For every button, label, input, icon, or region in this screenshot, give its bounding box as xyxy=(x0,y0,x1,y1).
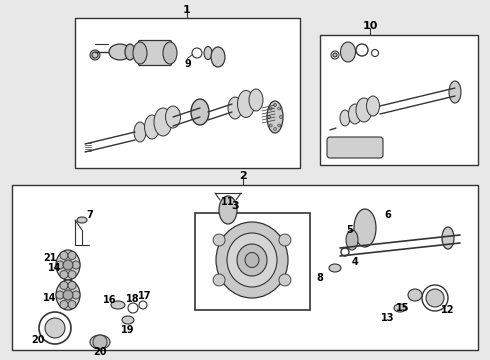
Text: 8: 8 xyxy=(317,273,323,283)
Text: 11: 11 xyxy=(221,197,235,207)
Ellipse shape xyxy=(354,209,376,247)
Text: 15: 15 xyxy=(396,303,410,313)
Text: 6: 6 xyxy=(385,210,392,220)
Circle shape xyxy=(72,261,80,269)
Ellipse shape xyxy=(163,42,177,64)
Circle shape xyxy=(68,270,76,279)
Ellipse shape xyxy=(426,289,444,307)
Ellipse shape xyxy=(204,46,212,59)
Ellipse shape xyxy=(249,89,263,111)
Circle shape xyxy=(56,291,64,299)
Circle shape xyxy=(279,116,283,118)
Ellipse shape xyxy=(329,264,341,272)
Circle shape xyxy=(90,50,100,60)
Text: 21: 21 xyxy=(43,253,57,263)
Ellipse shape xyxy=(166,106,180,128)
Text: 20: 20 xyxy=(93,347,107,357)
Text: 19: 19 xyxy=(121,325,135,335)
Circle shape xyxy=(273,127,276,130)
Ellipse shape xyxy=(367,96,379,116)
Ellipse shape xyxy=(216,222,288,298)
Ellipse shape xyxy=(237,244,267,276)
Ellipse shape xyxy=(111,301,125,309)
Text: 5: 5 xyxy=(346,225,353,235)
Text: 13: 13 xyxy=(381,313,395,323)
Ellipse shape xyxy=(56,280,80,310)
Ellipse shape xyxy=(340,110,350,126)
Circle shape xyxy=(56,261,64,269)
Ellipse shape xyxy=(154,108,172,136)
Ellipse shape xyxy=(356,98,372,122)
Ellipse shape xyxy=(133,42,147,64)
Ellipse shape xyxy=(267,101,283,133)
FancyBboxPatch shape xyxy=(139,40,172,66)
Text: 17: 17 xyxy=(138,291,152,301)
Text: 18: 18 xyxy=(126,294,140,304)
Bar xyxy=(195,213,310,310)
Circle shape xyxy=(270,124,272,127)
Circle shape xyxy=(68,301,76,309)
Ellipse shape xyxy=(227,233,277,287)
Circle shape xyxy=(213,274,225,286)
Ellipse shape xyxy=(125,44,135,60)
Circle shape xyxy=(279,234,291,246)
Circle shape xyxy=(68,252,76,260)
Text: 20: 20 xyxy=(31,335,45,345)
Ellipse shape xyxy=(348,104,362,124)
Text: 1: 1 xyxy=(183,5,191,15)
Text: 16: 16 xyxy=(103,295,117,305)
Circle shape xyxy=(273,104,276,107)
Circle shape xyxy=(60,270,68,279)
Ellipse shape xyxy=(442,227,454,249)
Ellipse shape xyxy=(211,47,225,67)
Circle shape xyxy=(60,252,68,260)
Ellipse shape xyxy=(449,81,461,103)
FancyBboxPatch shape xyxy=(327,137,383,158)
Circle shape xyxy=(268,116,270,118)
Circle shape xyxy=(213,234,225,246)
Ellipse shape xyxy=(77,217,87,223)
Bar xyxy=(320,35,478,165)
Ellipse shape xyxy=(109,44,131,60)
Ellipse shape xyxy=(238,90,254,117)
Text: 14: 14 xyxy=(43,293,57,303)
Circle shape xyxy=(60,282,68,289)
Ellipse shape xyxy=(394,304,406,312)
Ellipse shape xyxy=(90,335,110,349)
Ellipse shape xyxy=(228,97,242,119)
Text: 3: 3 xyxy=(231,201,239,211)
Text: 12: 12 xyxy=(441,305,455,315)
Circle shape xyxy=(270,107,272,110)
Circle shape xyxy=(63,260,73,270)
Text: 4: 4 xyxy=(352,257,358,267)
Circle shape xyxy=(60,301,68,309)
Text: 10: 10 xyxy=(362,21,378,31)
Bar xyxy=(75,18,300,168)
Circle shape xyxy=(278,124,281,127)
Circle shape xyxy=(45,318,65,338)
Text: 7: 7 xyxy=(87,210,94,220)
Circle shape xyxy=(333,53,337,57)
Ellipse shape xyxy=(346,230,358,250)
Circle shape xyxy=(93,335,107,349)
Circle shape xyxy=(72,291,80,299)
Bar xyxy=(12,185,478,350)
Ellipse shape xyxy=(245,252,259,267)
Ellipse shape xyxy=(122,316,134,324)
Ellipse shape xyxy=(408,289,422,301)
Ellipse shape xyxy=(134,122,146,142)
Ellipse shape xyxy=(191,99,209,125)
Text: 14: 14 xyxy=(48,263,62,273)
Circle shape xyxy=(63,290,73,300)
Ellipse shape xyxy=(219,196,237,224)
Text: 9: 9 xyxy=(185,59,192,69)
Ellipse shape xyxy=(341,42,356,62)
Circle shape xyxy=(278,107,281,110)
Text: 2: 2 xyxy=(239,171,247,181)
Circle shape xyxy=(68,282,76,289)
Ellipse shape xyxy=(56,250,80,280)
Circle shape xyxy=(279,274,291,286)
Ellipse shape xyxy=(145,115,160,139)
